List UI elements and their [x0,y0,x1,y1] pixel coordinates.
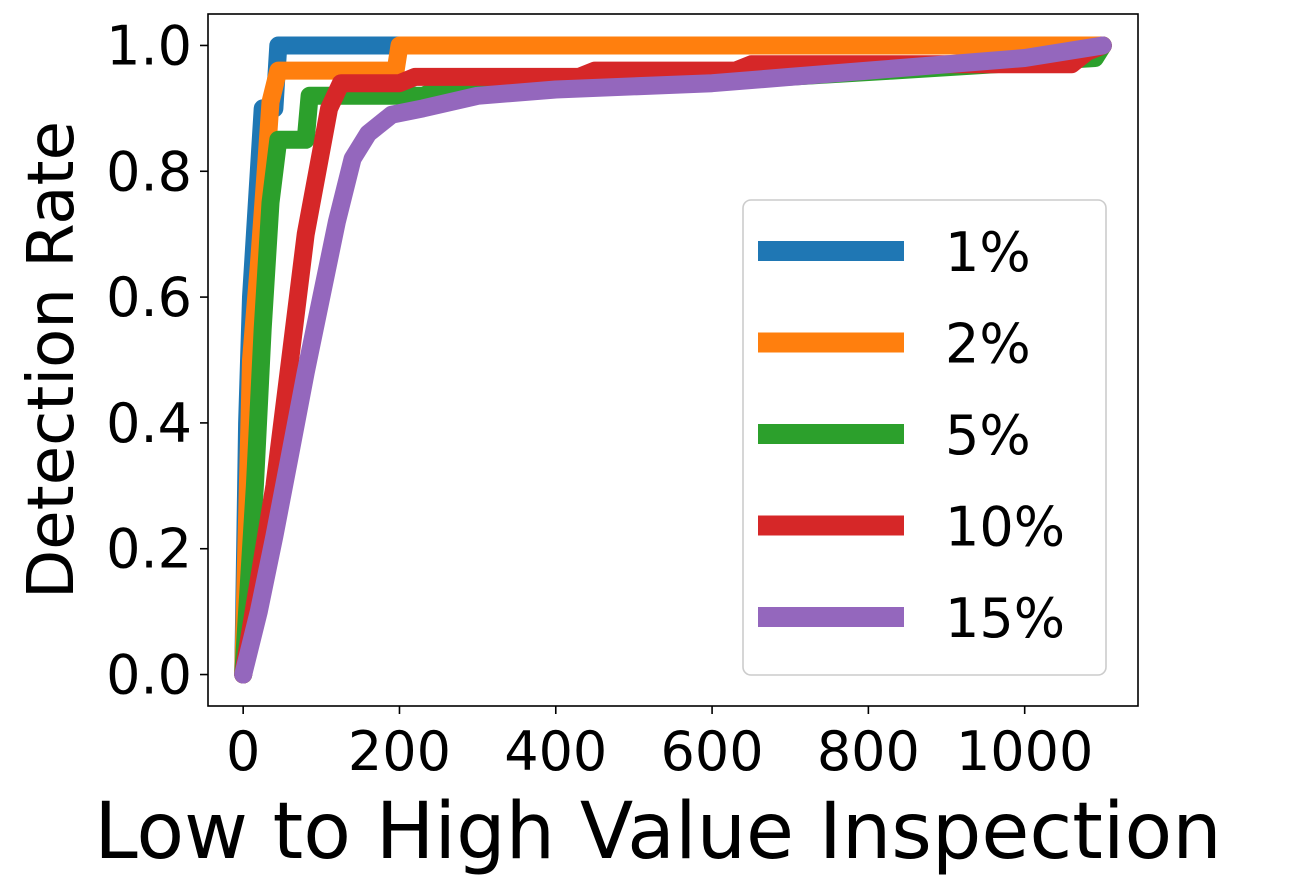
legend-items: 1% 2% 5% 10% 15% [758,221,1065,650]
x-tick-label: 400 [504,720,607,783]
y-tick-label: 0.8 [106,140,192,203]
y-axis: 0.0 0.2 0.4 0.6 0.8 1.0 [106,14,208,707]
x-axis: 0 200 400 600 800 1000 [226,706,1093,783]
y-axis-label: Detection Rate [15,121,89,599]
x-tick-label: 800 [817,720,920,783]
x-tick-label: 0 [226,720,260,783]
series-line-2 [234,36,1112,684]
series-layer [234,36,1112,684]
series-line-5 [234,36,1112,684]
legend-label-3: 5% [945,404,1031,467]
x-axis-label: Low to High Value Inspection [94,787,1221,877]
legend-label-5: 15% [945,587,1065,650]
y-tick-label: 0.6 [106,266,192,329]
x-tick-label: 1000 [956,720,1093,783]
legend-box [742,199,1107,676]
plot-frame [207,13,1139,707]
x-tick-label: 200 [348,720,451,783]
legend: 1% 2% 5% 10% 15% [742,199,1107,676]
y-tick-label: 0.4 [106,392,192,455]
x-tick-label: 600 [661,720,764,783]
legend-label-2: 2% [945,313,1031,376]
legend-label-4: 10% [945,496,1065,559]
y-tick-label: 1.0 [106,14,192,77]
y-tick-label: 0.0 [106,644,192,707]
legend-label-1: 1% [945,221,1031,284]
y-tick-label: 0.2 [106,518,192,581]
